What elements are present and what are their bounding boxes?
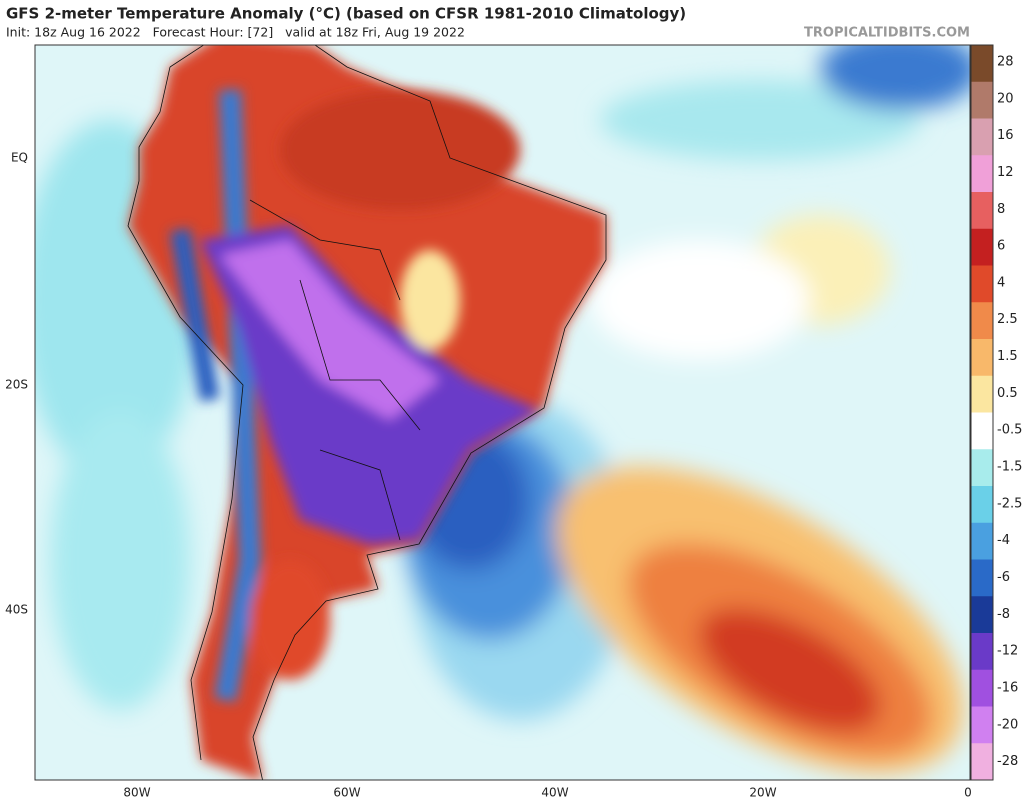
colorbar-label: 12	[997, 165, 1014, 180]
colorbar-label: 6	[997, 239, 1005, 254]
colorbar-swatch	[971, 375, 993, 413]
lon-label: 40W	[541, 786, 568, 800]
colorbar-label: 16	[997, 128, 1014, 143]
colorbar-swatch	[971, 743, 993, 781]
colorbar-swatch	[971, 192, 993, 230]
colorbar-label: -0.5	[997, 423, 1022, 438]
colorbar-label: -4	[997, 533, 1010, 548]
colorbar-swatch	[971, 339, 993, 377]
map-field	[35, 45, 970, 780]
anomaly-land	[170, 89, 540, 702]
colorbar-swatch	[971, 706, 993, 744]
borders	[127, 45, 607, 780]
colorbar-swatch	[971, 118, 993, 156]
axis-labels: EQ 20S 40S 80W 60W 40W 20W 0	[5, 151, 972, 800]
colorbar-swatch	[971, 412, 993, 450]
colorbar-swatch	[971, 228, 993, 266]
anomaly-ocean	[35, 45, 970, 774]
colorbar-frame	[970, 44, 994, 781]
colorbar-swatch	[971, 633, 993, 671]
colorbar-swatch	[971, 669, 993, 707]
colorbar: 28 20 16 12 8 6 4 2.5 1.5 0.5 -0.5 -1.5 -2.5 -4 -6 -8 -1…	[970, 44, 1022, 781]
lon-label: 60W	[333, 786, 360, 800]
colorbar-label: -16	[997, 680, 1018, 695]
colorbar-swatch	[971, 45, 993, 83]
colorbar-label: 1.5	[997, 349, 1018, 364]
colorbar-swatch	[971, 522, 993, 560]
colorbar-label: -28	[997, 754, 1018, 769]
colorbar-label: 4	[997, 275, 1005, 290]
colorbar-swatch	[971, 596, 993, 634]
colorbar-swatch	[971, 449, 993, 487]
lon-label: 0	[964, 786, 972, 800]
lat-label: 40S	[5, 603, 28, 617]
colorbar-label: 2.5	[997, 312, 1018, 327]
colorbar-swatch	[971, 265, 993, 303]
colorbar-label: 8	[997, 202, 1005, 217]
subtitle: Init: 18z Aug 16 2022 Forecast Hour: [72…	[6, 25, 465, 40]
lat-label: 20S	[5, 378, 28, 392]
colorbar-swatch	[971, 81, 993, 119]
colorbar-swatch	[971, 155, 993, 193]
lon-label: 80W	[123, 786, 150, 800]
colorbar-swatch	[971, 486, 993, 524]
colorbar-label: -6	[997, 570, 1010, 585]
colorbar-label: 20	[997, 91, 1014, 106]
lon-label: 20W	[749, 786, 776, 800]
colorbar-label: -8	[997, 607, 1010, 622]
colorbar-label: -12	[997, 644, 1018, 659]
colorbar-label: -20	[997, 717, 1018, 732]
colorbar-swatch	[971, 302, 993, 340]
credit: TROPICALTIDBITS.COM	[804, 26, 970, 41]
map-frame	[34, 44, 971, 781]
colorbar-swatch	[971, 559, 993, 597]
colorbar-label: 0.5	[997, 386, 1018, 401]
colorbar-label: -1.5	[997, 460, 1022, 475]
title: GFS 2-meter Temperature Anomaly (°C) (ba…	[6, 5, 686, 23]
colorbar-label: -2.5	[997, 496, 1022, 511]
colorbar-label: 28	[997, 55, 1014, 70]
lat-label: EQ	[11, 151, 28, 165]
